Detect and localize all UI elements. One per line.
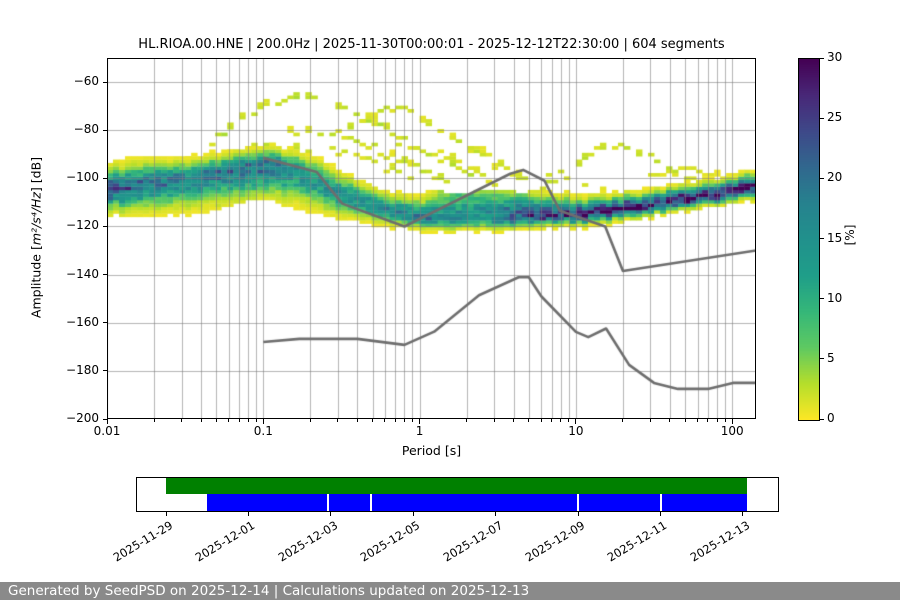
x-tick <box>356 419 358 422</box>
x-tick <box>411 419 413 422</box>
x-tick <box>575 419 577 424</box>
x-tick <box>200 419 202 422</box>
x-tick <box>419 419 421 424</box>
x-tick <box>255 419 257 422</box>
colorbar-tick-label: 25 <box>827 110 843 125</box>
x-tick <box>731 419 733 424</box>
x-tick <box>568 419 570 422</box>
x-tick <box>309 419 311 422</box>
x-tick <box>684 419 686 422</box>
x-tick <box>493 419 495 422</box>
x-tick <box>228 419 230 422</box>
x-tick <box>513 419 515 422</box>
y-tick <box>103 274 107 276</box>
x-tick <box>724 419 726 422</box>
timeline-data-availability-bar <box>166 478 747 494</box>
x-tick <box>560 419 562 422</box>
footer-bar <box>0 582 900 600</box>
plot-title: HL.RIOA.00.HNE | 200.0Hz | 2025-11-30T00… <box>138 37 725 52</box>
x-tick <box>669 419 671 422</box>
x-tick <box>528 419 530 422</box>
x-tick <box>622 419 624 422</box>
y-tick <box>103 370 107 372</box>
ppsd-heatmap-canvas <box>107 58 756 419</box>
x-tick <box>247 419 249 422</box>
colorbar-tick <box>820 298 824 300</box>
colorbar-tick <box>820 117 824 119</box>
timeline-tick <box>495 512 497 516</box>
x-tick-label: 10 <box>568 424 584 438</box>
colorbar-tick-label: 5 <box>827 350 835 365</box>
colorbar-tick-label: 0 <box>827 411 835 425</box>
x-tick <box>153 419 155 422</box>
y-tick <box>103 129 107 131</box>
timeline-tick <box>330 512 332 516</box>
x-tick <box>707 419 709 422</box>
x-tick <box>697 419 699 422</box>
timeline-tick <box>165 512 167 516</box>
colorbar-tick <box>820 57 824 59</box>
colorbar <box>798 58 820 421</box>
x-tick <box>384 419 386 422</box>
y-axis-label-units: m²/s⁴/Hz <box>28 192 44 246</box>
y-tick-label: −160 <box>66 314 99 329</box>
x-tick-label: 1 <box>415 424 424 438</box>
x-tick <box>262 419 264 424</box>
timeline-gap <box>577 494 579 511</box>
colorbar-tick <box>820 238 824 239</box>
colorbar-gradient <box>799 59 819 420</box>
y-tick-label: −60 <box>73 74 99 89</box>
x-tick <box>238 419 240 422</box>
x-tick <box>106 419 108 424</box>
y-tick <box>103 322 107 324</box>
timeline-gap <box>370 494 373 511</box>
x-tick <box>372 419 374 422</box>
y-tick <box>103 81 107 83</box>
x-tick <box>540 419 542 422</box>
timeline-tick <box>412 512 414 516</box>
timeline-tick <box>659 512 661 516</box>
timeline-tick <box>742 512 744 516</box>
timeline-processed-segments-bar <box>207 494 747 511</box>
y-axis-label: Amplitude [m²/s⁴/Hz] [dB] <box>28 156 44 319</box>
y-tick-label: −140 <box>66 266 99 281</box>
x-tick <box>337 419 339 422</box>
x-tick <box>716 419 718 422</box>
timeline-tick <box>577 512 579 516</box>
x-tick <box>215 419 217 422</box>
timeline-gap <box>660 494 663 511</box>
colorbar-tick-label: 15 <box>827 230 843 245</box>
colorbar-tick <box>820 418 824 420</box>
colorbar-tick-label: 10 <box>827 290 843 305</box>
colorbar-tick <box>820 177 824 179</box>
x-tick <box>403 419 405 422</box>
x-tick-label: 0.1 <box>253 424 273 438</box>
x-tick-label: 100 <box>720 424 744 438</box>
colorbar-tick <box>820 358 824 360</box>
x-tick <box>394 419 396 422</box>
footer-text: Generated by SeedPSD on 2025-12-14 | Cal… <box>8 583 530 599</box>
x-tick <box>551 419 553 422</box>
timeline-gap <box>327 494 330 511</box>
colorbar-tick-label: 30 <box>827 50 843 64</box>
y-tick-label: −120 <box>66 218 99 233</box>
timeline-tick <box>247 512 249 516</box>
y-tick <box>103 225 107 227</box>
x-tick-label: 0.01 <box>93 424 121 438</box>
y-tick-label: −200 <box>66 411 99 425</box>
y-tick-label: −80 <box>73 122 99 137</box>
x-axis-label: Period [s] <box>401 443 462 458</box>
x-tick <box>649 419 651 422</box>
x-tick <box>466 419 468 422</box>
y-tick <box>103 418 107 420</box>
x-tick <box>181 419 183 422</box>
colorbar-tick-label: 20 <box>827 170 843 185</box>
y-tick-label: −100 <box>66 170 99 185</box>
y-tick-label: −180 <box>66 362 99 377</box>
y-tick <box>103 177 107 179</box>
